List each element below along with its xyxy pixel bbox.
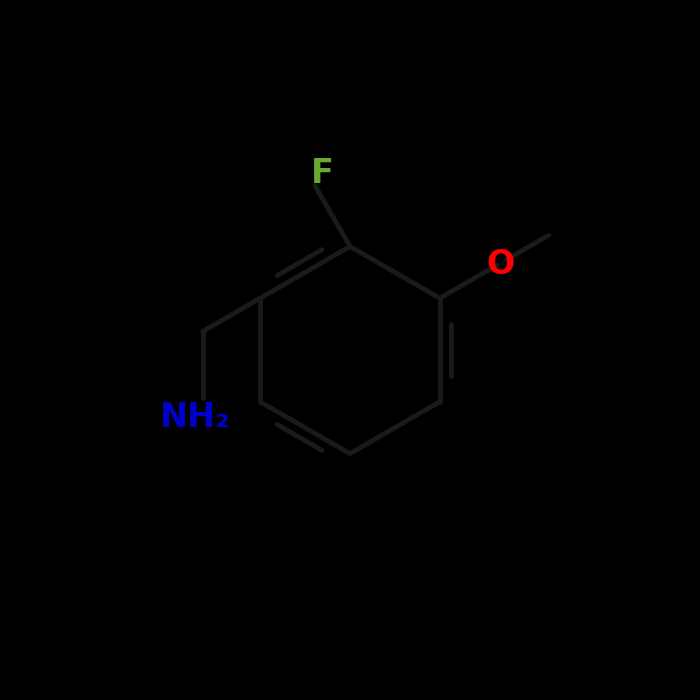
Text: NH₂: NH₂	[160, 401, 231, 434]
Text: O: O	[486, 248, 515, 281]
Text: F: F	[311, 157, 333, 190]
